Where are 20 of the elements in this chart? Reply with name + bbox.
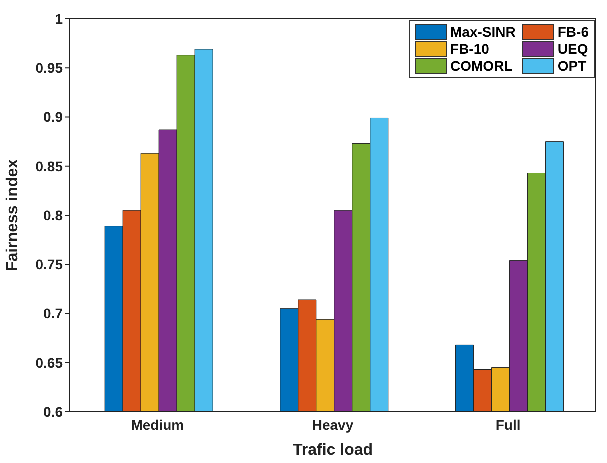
legend-label: FB-6 <box>558 24 589 40</box>
legend-label: FB-10 <box>450 41 490 57</box>
y-tick-label: 0.7 <box>44 306 64 322</box>
y-tick-label: 0.75 <box>36 256 64 273</box>
y-axis-title: Fairness index <box>4 159 22 272</box>
legend-label: UEQ <box>558 41 588 57</box>
x-tick-label: Medium <box>131 416 184 433</box>
y-tick-label: 0.9 <box>44 109 64 126</box>
y-tick-label: 0.85 <box>36 158 64 174</box>
y-tick-label: 0.65 <box>36 354 64 371</box>
y-tick-label: 0.95 <box>36 60 64 76</box>
y-tick-label: 0.6 <box>44 404 64 420</box>
x-tick-label: Heavy <box>312 416 354 433</box>
y-tick-label: 0.8 <box>44 207 64 224</box>
y-tick-label: 1 <box>55 10 64 27</box>
x-axis-title: Trafic load <box>292 442 374 459</box>
legend-label: OPT <box>558 58 587 74</box>
legend-label: Max-SINR <box>450 24 516 40</box>
legend-label: COMORL <box>450 58 513 74</box>
x-tick-label: Full <box>496 416 521 433</box>
